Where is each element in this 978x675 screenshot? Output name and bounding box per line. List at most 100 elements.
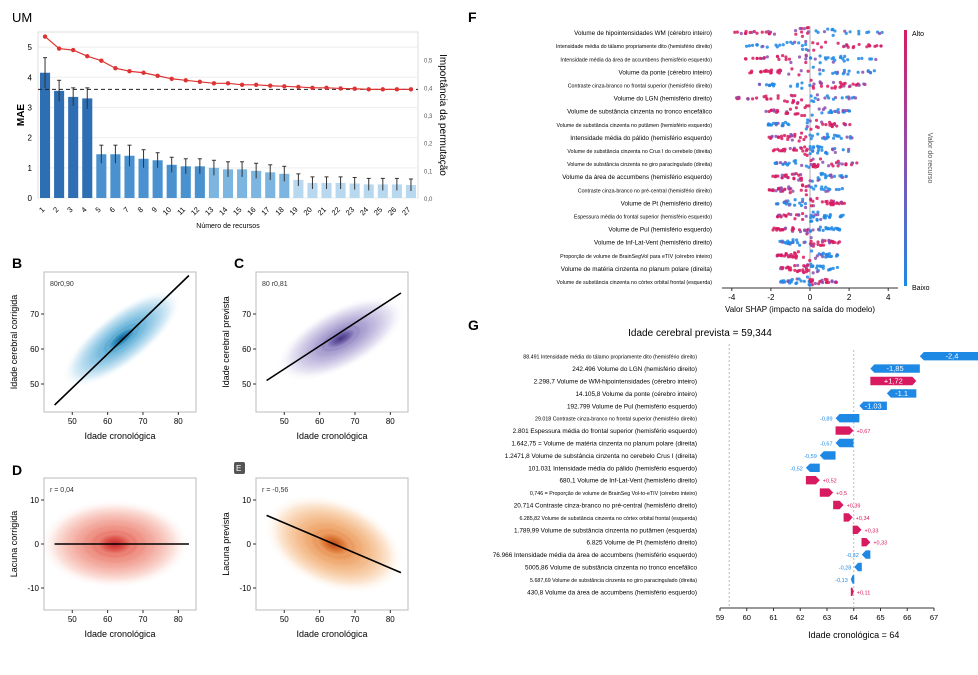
bar-value-label-g: -2,4 [945, 352, 958, 361]
shap-point-f [821, 266, 825, 270]
shap-point-f [799, 98, 804, 102]
shap-point-f [802, 279, 806, 283]
shap-point-f [844, 163, 848, 167]
y-tick-label-a: 4 [28, 73, 33, 82]
feature-name-g: Volume de Pt (hemisfério direito) [604, 540, 697, 547]
shap-point-f [846, 58, 850, 62]
bar-value-label-g: -0,89 [820, 417, 833, 423]
waterfall-bar-g [805, 476, 820, 485]
bar-value-label-g: -1.1 [895, 389, 908, 398]
importance-point-a [99, 58, 104, 63]
x-tick-label-f: 0 [808, 293, 813, 302]
feature-label-f: Proporção de volume de BrainSegVol para … [560, 254, 712, 260]
shap-point-f [791, 189, 795, 193]
importance-point-a [253, 82, 259, 88]
shap-point-f [821, 122, 825, 126]
shap-point-f [809, 94, 813, 98]
feature-label-f: Contraste cinza-branco no pré-central (h… [578, 188, 712, 194]
shap-point-f [790, 172, 794, 176]
panel-d-corrected-gap-chart: 50 60 70 80 10 0 -10 r = 0,04 Idade cronológica L… [9, 477, 197, 639]
shap-point-f [848, 136, 853, 140]
panel-label-a: UM [12, 10, 32, 25]
shap-point-f [839, 136, 843, 140]
shap-point-f [787, 242, 792, 246]
shap-point-f [842, 121, 846, 126]
shap-point-f [804, 164, 808, 168]
shap-point-f [784, 55, 788, 59]
shap-point-f [798, 135, 802, 140]
shap-point-f [773, 161, 777, 165]
bar-value-label-g: +0,33 [873, 541, 887, 547]
shap-point-f [834, 109, 838, 114]
shap-point-f [841, 72, 845, 76]
correlation-annotation-e: r = -0,56 [262, 487, 288, 494]
shap-point-f [845, 95, 849, 99]
shap-point-f [833, 29, 837, 33]
shap-point-f [794, 112, 799, 116]
shap-point-f [820, 171, 825, 176]
shap-point-f [811, 65, 815, 69]
shap-point-f [764, 94, 768, 98]
shap-point-f [860, 56, 864, 60]
shap-point-f [816, 213, 820, 217]
shap-point-f [799, 146, 804, 151]
shap-point-f [812, 145, 816, 149]
y-axis-label-d: Lacuna corrigida [9, 511, 19, 578]
feature-name-g: Volume do LGN (hemisfério direito) [597, 366, 697, 373]
shap-point-f [814, 184, 818, 188]
y2-tick-label-a: 0,3 [424, 114, 433, 120]
shap-point-f [780, 173, 784, 177]
y-axis-label-a: MAE [16, 104, 27, 127]
feature-value-g: 680,1 [560, 478, 578, 485]
x-tick-label-a: 24 [358, 205, 370, 217]
shap-point-f [809, 127, 813, 131]
waterfall-bar-g [833, 500, 844, 510]
shap-point-f [833, 70, 837, 75]
shap-point-f [784, 214, 788, 218]
shap-point-f [804, 193, 808, 197]
waterfall-bar-g [835, 438, 854, 448]
shap-point-f [804, 39, 808, 44]
shap-point-f [768, 83, 772, 88]
shap-point-f [769, 97, 773, 101]
y-axis-label-e: Lacuna prevista [221, 512, 231, 576]
panel-c-predicted-brain-age-chart: 50 60 70 80 50 60 70 80 r0,81 Idade cronológica I… [221, 271, 409, 441]
feature-row-label-g: 6.285,82 Volume de substância cinzenta n… [519, 516, 697, 522]
shap-point-f [777, 227, 781, 231]
shap-point-f [820, 145, 824, 149]
bar-a [208, 167, 219, 198]
shap-point-f [809, 204, 814, 208]
bar-value-label-g: -0,59 [804, 454, 817, 460]
shap-point-f [867, 43, 871, 47]
x-tick-label-a: 18 [273, 205, 285, 217]
feature-name-g: Volume de Pul (hemisfério esquerdo) [592, 403, 697, 410]
shap-point-f [816, 176, 820, 180]
shap-point-f [834, 187, 838, 192]
shap-point-f [744, 57, 748, 61]
shap-point-f [748, 30, 752, 35]
shap-point-f [821, 68, 825, 73]
importance-point-a [268, 83, 273, 88]
shap-point-f [819, 45, 824, 49]
shap-point-f [821, 228, 825, 232]
shap-point-f [816, 210, 820, 214]
panel-label-e-badge [234, 462, 245, 474]
y2-tick-label-a: 0,0 [424, 197, 433, 203]
panel-f-shap-summary-chart: Volume de hipointensidades WM (cérebro i… [556, 26, 933, 314]
shap-point-f [811, 264, 815, 268]
shap-point-f [818, 225, 823, 229]
feature-row-label-g: 1.789,99 Volume de substância cinzenta n… [514, 527, 697, 534]
importance-point-a [380, 87, 386, 92]
shap-point-f [812, 48, 816, 52]
shap-point-f [747, 44, 752, 48]
x-tick-label-a: 5 [93, 205, 102, 214]
x-tick-label-b: 60 [103, 417, 112, 426]
shap-point-f [774, 134, 778, 138]
feature-name-g: Volume de Inf-Lat-Vent (hemisfério direi… [577, 478, 697, 485]
feature-value-g: 20.714 [514, 503, 535, 510]
shap-point-f [836, 164, 840, 168]
shap-point-f [813, 213, 818, 217]
shap-point-f [809, 162, 813, 167]
shap-point-f [782, 133, 787, 138]
shap-point-f [812, 82, 816, 86]
